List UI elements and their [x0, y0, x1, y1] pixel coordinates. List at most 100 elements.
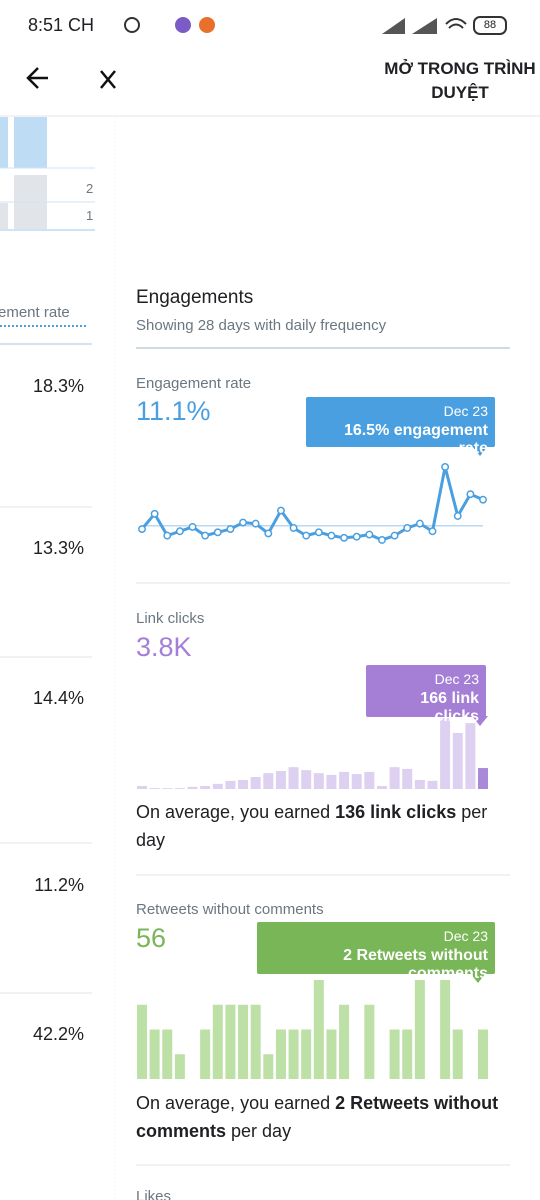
row-value: 13.3%	[32, 538, 84, 558]
bar	[187, 786, 198, 789]
section-separators	[136, 582, 510, 1166]
tooltip-text: 2 Retweets without comments	[343, 947, 488, 982]
bar	[238, 780, 249, 789]
point	[441, 463, 450, 471]
metric-total: 56	[136, 923, 167, 953]
point	[453, 512, 462, 520]
bar	[351, 774, 362, 789]
point	[213, 528, 222, 537]
summary-bold: 2 Retweets without comments	[136, 1093, 499, 1141]
tooltip-arrow	[472, 716, 488, 726]
point	[289, 524, 298, 532]
summary-text: per day	[136, 802, 488, 850]
row-value: 11.2%	[34, 875, 84, 895]
point	[264, 529, 273, 538]
summary: On average, you earned 2 Retweets withou…	[136, 1089, 506, 1145]
bar	[200, 786, 211, 789]
bar	[339, 771, 350, 789]
bar	[414, 980, 425, 1079]
point	[239, 518, 247, 527]
bar	[364, 771, 375, 789]
point	[302, 531, 311, 540]
bar	[212, 783, 223, 789]
point	[428, 527, 437, 536]
point	[175, 527, 184, 536]
bar	[225, 1004, 236, 1079]
summary-text: On average, you earned	[136, 802, 336, 822]
bar	[478, 768, 489, 789]
tooltip-arrow	[470, 973, 486, 983]
tooltip: Dec 23 2 Retweets without comments	[257, 922, 495, 982]
summary-text: On average, you earned	[136, 1093, 336, 1113]
bar	[313, 980, 324, 1079]
point	[188, 522, 197, 531]
point	[150, 509, 159, 518]
bar	[288, 767, 299, 789]
tooltip-text: 166 link clicks	[420, 690, 479, 725]
row-value: 14.4%	[32, 688, 84, 708]
open-in-browser[interactable]: MỞ TRONG TRÌNH DUYỆT	[384, 59, 536, 102]
metric-label: Engagement rate	[136, 375, 252, 392]
point	[251, 519, 260, 528]
point	[378, 536, 386, 544]
summary: On average, you earned 136 link clicks p…	[136, 798, 506, 854]
back-arrow[interactable]	[26, 67, 48, 89]
bar	[275, 1029, 286, 1079]
bar	[263, 1054, 274, 1079]
bar	[414, 780, 425, 789]
metric-label: Link clicks	[136, 610, 205, 627]
bar	[288, 1029, 299, 1079]
tooltip-arrow	[472, 446, 488, 456]
axis-label: 1	[86, 208, 94, 223]
row-value: 18.3%	[32, 376, 84, 396]
point	[415, 519, 424, 528]
row-value: 42.2%	[32, 1024, 84, 1044]
bar	[250, 777, 261, 789]
left-partial-chart	[0, 117, 95, 231]
bar	[301, 770, 312, 789]
bar	[162, 788, 173, 789]
tooltip: Dec 23 16.5% engagement rate	[306, 397, 495, 457]
section-title: Engagements	[136, 287, 254, 308]
tooltip-text: 16.5% engagement rate	[343, 422, 488, 457]
tooltip: Dec 23 166 link clicks	[366, 665, 486, 725]
point	[352, 532, 361, 541]
point	[163, 531, 172, 540]
row-separators	[0, 506, 92, 994]
point	[138, 525, 146, 534]
bar	[263, 773, 274, 789]
tooltip-date: Dec 23	[443, 403, 488, 419]
column-header: ement rate	[0, 304, 70, 321]
bar	[162, 1029, 173, 1079]
point	[390, 531, 399, 540]
bar	[225, 780, 236, 789]
close-button[interactable]	[100, 70, 116, 89]
bar	[149, 788, 160, 789]
point	[340, 533, 349, 542]
bar	[402, 768, 413, 789]
bar	[478, 1029, 489, 1079]
bar	[326, 774, 337, 789]
point	[226, 525, 235, 534]
bar	[339, 1004, 350, 1079]
tooltip-date: Dec 23	[443, 928, 488, 944]
status-icons	[124, 16, 507, 35]
clock: 8:51 CH	[28, 15, 95, 35]
bar	[174, 1054, 185, 1079]
bar	[137, 786, 147, 789]
tooltip-date: Dec 23	[434, 671, 479, 687]
bar	[389, 767, 400, 789]
bar	[326, 1029, 337, 1079]
bar	[149, 1029, 160, 1079]
summary-text: per day	[226, 1121, 292, 1141]
bar	[440, 718, 451, 789]
section-subtitle: Showing 28 days with daily frequency	[136, 317, 387, 334]
bar	[402, 1029, 413, 1079]
point	[403, 524, 412, 532]
battery: 88	[483, 19, 497, 31]
bar	[238, 1004, 249, 1079]
metric-total: 11.1%	[136, 396, 211, 426]
point	[479, 495, 487, 504]
